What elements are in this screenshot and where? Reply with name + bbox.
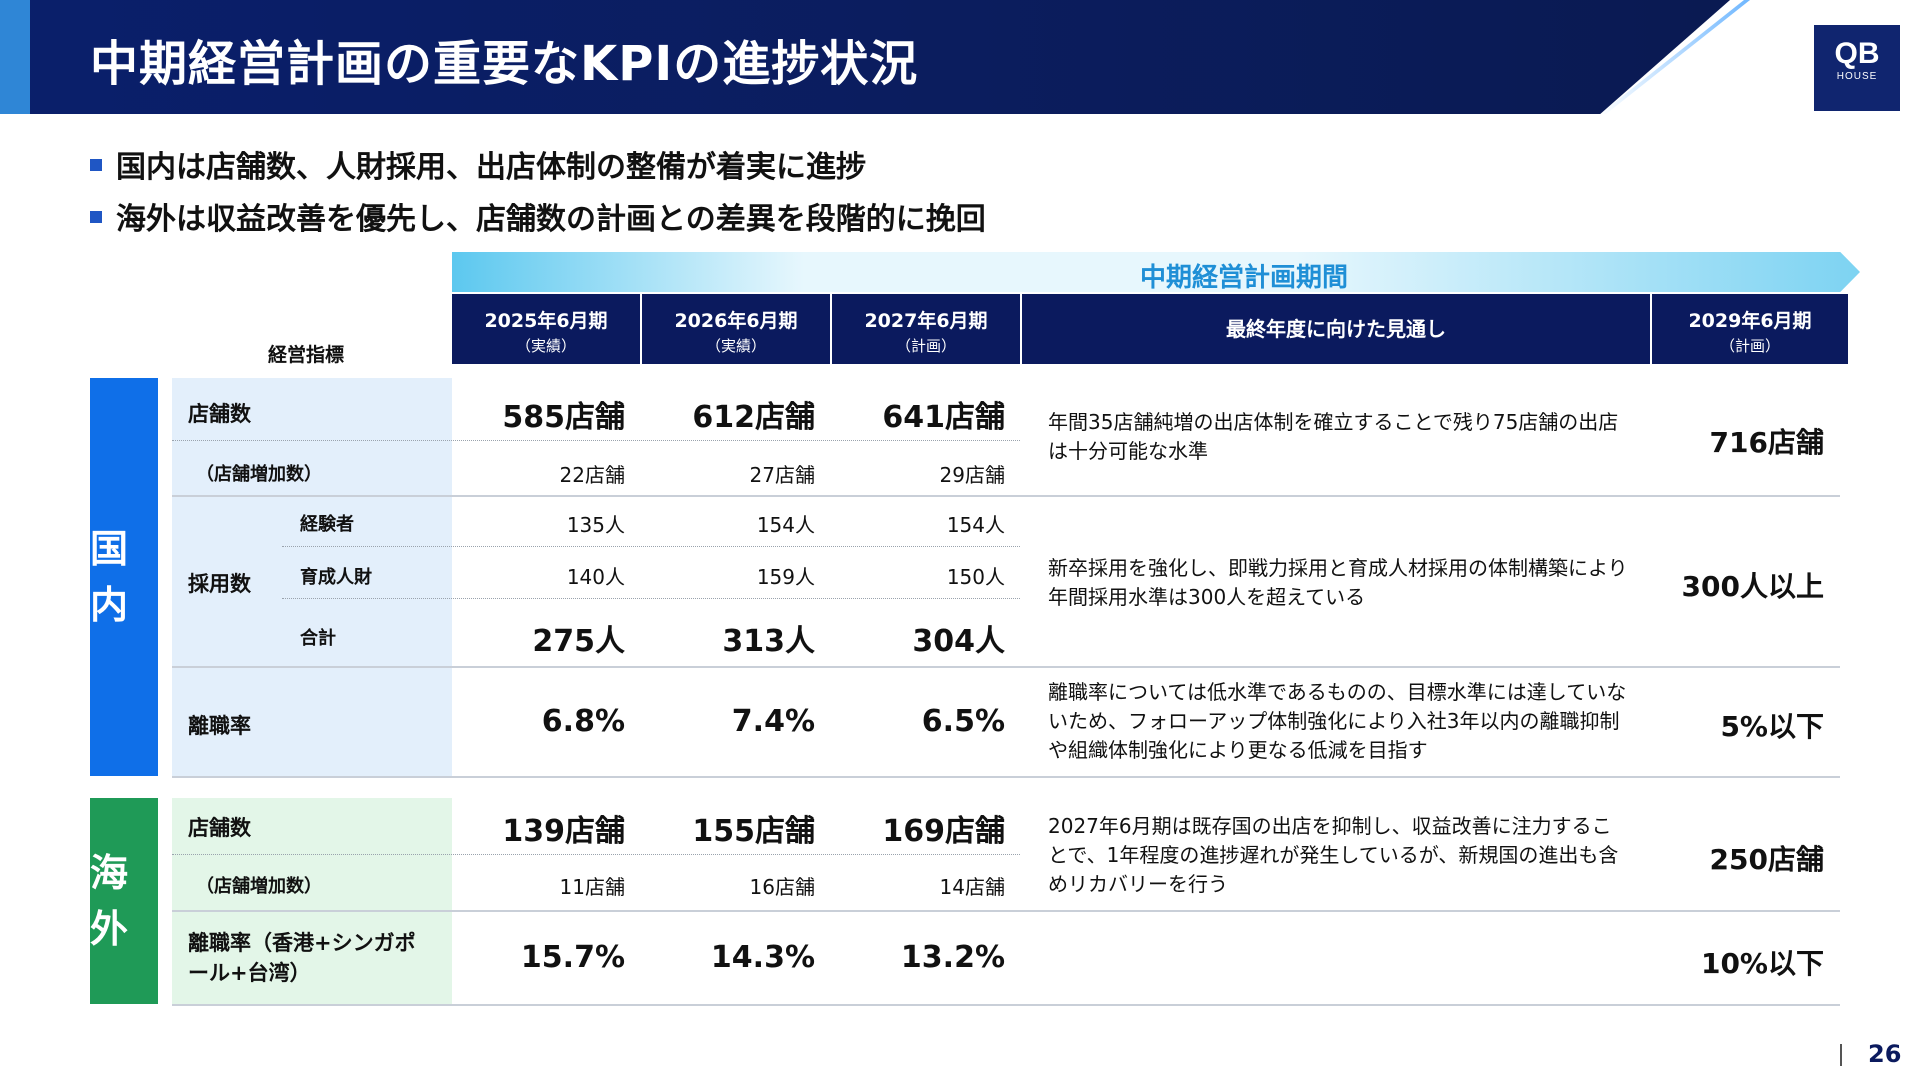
column-sub: （計画） xyxy=(895,337,956,355)
domestic-stores-outlook: 年間35店舗純増の出店体制を確立することで残り75店舗の出店は十分可能な水準 xyxy=(1048,410,1619,463)
column-year: 2029年6月期 xyxy=(1688,310,1812,332)
overseas-stores-target: 250店舗 xyxy=(1709,843,1824,876)
hiring-total-label: 合計 xyxy=(300,628,336,649)
overseas-turnover-fy2025: 15.7% xyxy=(520,940,625,975)
page-number-divider xyxy=(1840,1044,1842,1066)
domestic-turnover-outlook: 離職率については低水準であるものの、目標水準には達していないため、フォローアップ… xyxy=(1048,680,1627,762)
overseas-stores-fy2025: 139店舗 xyxy=(502,814,625,849)
bullet-item: 国内は店舗数、人財採用、出店体制の整備が着実に進捗 xyxy=(90,148,986,200)
header-bar xyxy=(0,0,1920,114)
hiring-experienced-fy2025: 135人 xyxy=(566,513,625,537)
bullet-item: 海外は収益改善を優先し、店舗数の計画との差異を段階的に挽回 xyxy=(90,200,986,252)
region-overseas: 海外 xyxy=(90,798,158,1004)
overseas-label-background xyxy=(172,798,452,1004)
domestic-turnover-fy2026: 7.4% xyxy=(731,704,815,739)
section-divider xyxy=(172,495,1840,497)
overseas-stores-increase-fy2025: 11店舗 xyxy=(559,875,625,899)
overseas-stores-label: 店舗数 xyxy=(188,816,251,840)
bullet-square-icon xyxy=(90,158,102,171)
hiring-experienced-fy2027: 154人 xyxy=(946,513,1005,537)
column-header-fy2026: 2026年6月期 （実績） xyxy=(642,294,830,364)
overseas-stores-fy2026: 155店舗 xyxy=(692,814,815,849)
hiring-trainee-fy2025: 140人 xyxy=(566,565,625,589)
domestic-stores-increase-fy2025: 22店舗 xyxy=(559,463,625,487)
logo-sub: HOUSE xyxy=(1836,71,1878,82)
overseas-stores-increase-fy2026: 16店舗 xyxy=(749,875,815,899)
bullet-text: 国内は店舗数、人財採用、出店体制の整備が着実に進捗 xyxy=(116,150,866,185)
plan-period-arrow xyxy=(452,252,1860,292)
region-label: 海外 xyxy=(90,851,129,951)
header-accent xyxy=(0,0,30,114)
hiring-trainee-label: 育成人財 xyxy=(300,567,372,588)
column-sub: （実績） xyxy=(705,337,766,355)
overseas-turnover-label: 離職率（香港+シンガポール+台湾） xyxy=(188,931,416,985)
domestic-turnover-fy2025: 6.8% xyxy=(541,704,625,739)
overseas-stores-outlook: 2027年6月期は既存国の出店を抑制し、収益改善に注力することで、1年程度の進捗… xyxy=(1048,814,1619,896)
hiring-total-fy2026: 313人 xyxy=(722,624,815,659)
domestic-stores-label: 店舗数 xyxy=(188,402,251,426)
column-sub: （実績） xyxy=(515,337,576,355)
kpi-column-header: 経営指標 xyxy=(268,344,345,366)
row-divider xyxy=(172,440,1020,441)
domestic-turnover-label: 離職率 xyxy=(188,714,251,738)
domestic-turnover-fy2027: 6.5% xyxy=(921,704,1005,739)
section-divider xyxy=(172,910,1840,912)
domestic-hiring-outlook: 新卒採用を強化し、即戦力採用と育成人材採用の体制構築により年間採用水準は300人… xyxy=(1048,556,1628,609)
domestic-stores-target: 716店舗 xyxy=(1709,426,1824,459)
region-label: 国内 xyxy=(90,527,129,627)
bullet-square-icon xyxy=(90,210,102,223)
hiring-experienced-fy2026: 154人 xyxy=(756,513,815,537)
domestic-stores-increase-fy2026: 27店舗 xyxy=(749,463,815,487)
domestic-hiring-target: 300人以上 xyxy=(1681,570,1824,603)
domestic-label-background xyxy=(172,378,452,776)
region-domestic: 国内 xyxy=(90,378,158,776)
hiring-trainee-fy2026: 159人 xyxy=(756,565,815,589)
overseas-turnover-target: 10%以下 xyxy=(1700,947,1824,980)
domestic-stores-increase-label: （店舗増加数） xyxy=(196,464,322,485)
row-divider xyxy=(282,546,1020,547)
column-year: 2025年6月期 xyxy=(484,310,608,332)
hiring-trainee-fy2027: 150人 xyxy=(946,565,1005,589)
overseas-stores-increase-label: （店舗増加数） xyxy=(196,876,322,897)
overseas-turnover-fy2027: 13.2% xyxy=(900,940,1005,975)
domestic-stores-increase-fy2027: 29店舗 xyxy=(939,463,1005,487)
column-header-fy2029: 2029年6月期 （計画） xyxy=(1652,294,1848,364)
hiring-experienced-label: 経験者 xyxy=(300,514,354,535)
overseas-stores-fy2027: 169店舗 xyxy=(882,814,1005,849)
column-year: 2027年6月期 xyxy=(864,310,988,332)
section-divider xyxy=(172,1004,1840,1006)
column-header-fy2027: 2027年6月期 （計画） xyxy=(832,294,1020,364)
column-header-outlook: 最終年度に向けた見通し xyxy=(1022,294,1650,364)
hiring-total-fy2025: 275人 xyxy=(532,624,625,659)
column-header-fy2025: 2025年6月期 （実績） xyxy=(452,294,640,364)
bullet-text: 海外は収益改善を優先し、店舗数の計画との差異を段階的に挽回 xyxy=(116,202,986,237)
domestic-turnover-target: 5%以下 xyxy=(1720,710,1824,743)
qb-house-logo: QB HOUSE xyxy=(1814,25,1900,111)
row-divider xyxy=(282,598,1020,599)
column-sub: （計画） xyxy=(1719,337,1780,355)
page-title: 中期経営計画の重要なKPIの進捗状況 xyxy=(90,36,919,92)
domestic-hiring-label: 採用数 xyxy=(188,572,251,596)
section-divider xyxy=(172,666,1840,668)
overseas-turnover-fy2026: 14.3% xyxy=(710,940,815,975)
header-background xyxy=(0,0,1730,114)
logo-main: QB xyxy=(1834,37,1880,70)
hiring-total-fy2027: 304人 xyxy=(912,624,1005,659)
column-year: 2026年6月期 xyxy=(674,310,798,332)
page-number: 26 xyxy=(1868,1040,1902,1068)
overseas-stores-increase-fy2027: 14店舗 xyxy=(939,875,1005,899)
domestic-stores-fy2025: 585店舗 xyxy=(502,400,625,435)
row-divider xyxy=(172,854,1020,855)
domestic-stores-fy2026: 612店舗 xyxy=(692,400,815,435)
domestic-stores-fy2027: 641店舗 xyxy=(882,400,1005,435)
column-label: 最終年度に向けた見通し xyxy=(1226,317,1446,341)
section-divider xyxy=(172,776,1840,778)
plan-period-label: 中期経営計画期間 xyxy=(1140,263,1349,293)
summary-bullets: 国内は店舗数、人財採用、出店体制の整備が着実に進捗 海外は収益改善を優先し、店舗… xyxy=(90,148,986,252)
